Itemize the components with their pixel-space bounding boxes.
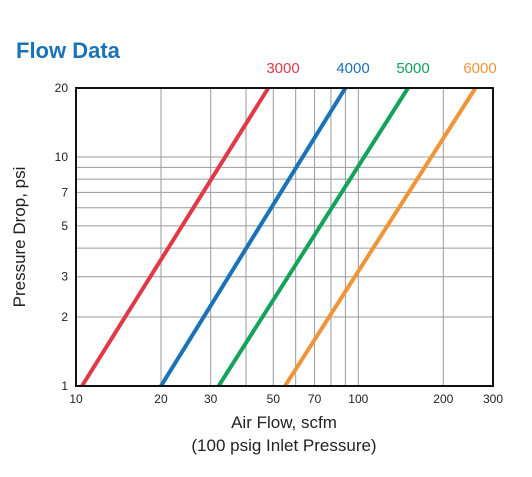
legend-item-5000: 5000 xyxy=(396,60,429,77)
y-tick-label: 3 xyxy=(61,270,68,284)
legend-item-6000: 6000 xyxy=(463,60,496,77)
series-line-6000 xyxy=(283,86,478,388)
y-tick-label: 20 xyxy=(55,81,69,95)
legend-item-4000: 4000 xyxy=(336,60,369,77)
x-tick-label: 300 xyxy=(483,392,503,406)
x-tick-label: 20 xyxy=(154,392,168,406)
legend: 3000 4000 5000 6000 xyxy=(266,60,496,77)
y-axis-label: Pressure Drop, psi xyxy=(10,167,29,308)
x-tick-label: 10 xyxy=(69,392,83,406)
chart-title: Flow Data xyxy=(16,38,121,63)
y-tick-label: 1 xyxy=(61,379,68,393)
y-tick-label: 7 xyxy=(61,185,68,199)
y-tick-labels: 1 2 3 5 7 10 20 xyxy=(55,81,69,393)
y-tick-label: 10 xyxy=(55,150,69,164)
x-axis-sublabel: (100 psig Inlet Pressure) xyxy=(191,436,376,455)
series-line-3000 xyxy=(80,86,271,388)
y-tick-label: 5 xyxy=(61,219,68,233)
x-tick-label: 100 xyxy=(348,392,368,406)
legend-item-3000: 3000 xyxy=(266,60,299,77)
series-line-5000 xyxy=(216,86,410,388)
y-tick-label: 2 xyxy=(61,310,68,324)
x-tick-label: 30 xyxy=(204,392,218,406)
series-lines xyxy=(80,86,478,388)
x-tick-label: 70 xyxy=(308,392,322,406)
x-tick-label: 50 xyxy=(267,392,281,406)
grid xyxy=(76,88,493,386)
plot-frame xyxy=(75,87,494,387)
x-tick-labels: 10 20 30 50 70 100 200 300 xyxy=(69,392,503,406)
x-axis-label: Air Flow, scfm xyxy=(231,413,337,432)
x-tick-label: 200 xyxy=(433,392,453,406)
series-line-4000 xyxy=(159,86,348,388)
